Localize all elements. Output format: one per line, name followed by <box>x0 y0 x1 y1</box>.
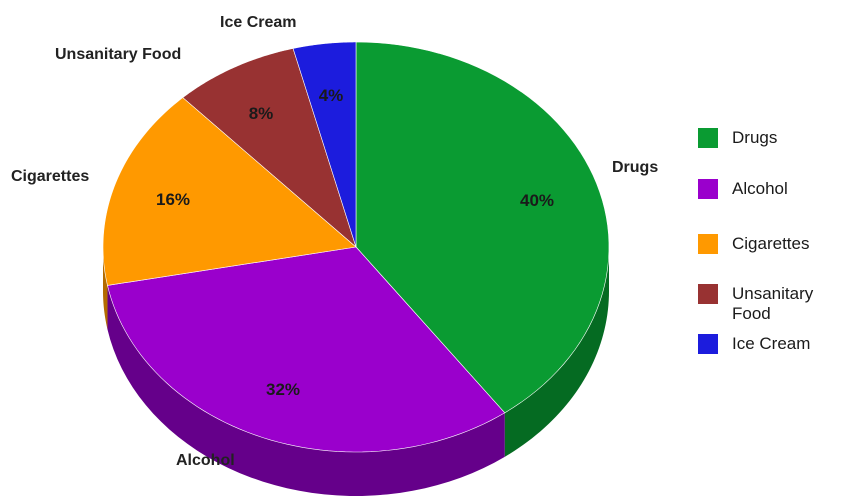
category-label-unsanitary-food: Unsanitary Food <box>55 46 181 63</box>
data-label-alcohol: 32% <box>266 380 300 399</box>
legend-item-alcohol: Alcohol <box>698 179 840 199</box>
pie-side-alcohol <box>107 285 505 496</box>
legend-swatch-ice-cream <box>698 334 718 354</box>
legend-item-drugs: Drugs <box>698 128 840 148</box>
pie-labels: 40% 32% 16% 8% 4% Drugs Alcohol Cigarett… <box>11 14 658 469</box>
legend-label-cigarettes: Cigarettes <box>732 234 810 253</box>
legend-swatch-unsanitary-food <box>698 284 718 304</box>
legend-swatch-cigarettes <box>698 234 718 254</box>
legend-swatch-drugs <box>698 128 718 148</box>
pie-side-drugs <box>504 247 609 457</box>
pie-top <box>102 41 610 453</box>
pie-slice-cigarettes <box>102 97 357 286</box>
legend-item-unsanitary-food: Unsanitary Food <box>698 284 840 324</box>
legend-label-unsanitary-food: Unsanitary Food <box>732 284 814 323</box>
category-label-cigarettes: Cigarettes <box>11 168 89 185</box>
legend-label-drugs: Drugs <box>732 128 778 147</box>
legend-item-ice-cream: Ice Cream <box>698 334 840 354</box>
category-label-drugs: Drugs <box>612 159 658 176</box>
category-label-ice-cream: Ice Cream <box>220 14 297 31</box>
data-label-cigarettes: 16% <box>156 190 190 209</box>
pie-slice-unsanitary-food <box>182 48 357 248</box>
data-label-unsanitary-food: 8% <box>249 104 274 123</box>
pie-slice-drugs <box>355 41 610 414</box>
legend-label-alcohol: Alcohol <box>732 179 788 198</box>
pie-slice-ice-cream <box>292 41 357 248</box>
data-label-ice-cream: 4% <box>319 86 344 105</box>
pie-slice-alcohol <box>107 246 506 453</box>
legend-label-ice-cream: Ice Cream <box>732 334 811 353</box>
data-label-drugs: 40% <box>520 191 554 210</box>
category-label-alcohol: Alcohol <box>176 452 235 469</box>
legend-item-cigarettes: Cigarettes <box>698 234 840 254</box>
legend-swatch-alcohol <box>698 179 718 199</box>
